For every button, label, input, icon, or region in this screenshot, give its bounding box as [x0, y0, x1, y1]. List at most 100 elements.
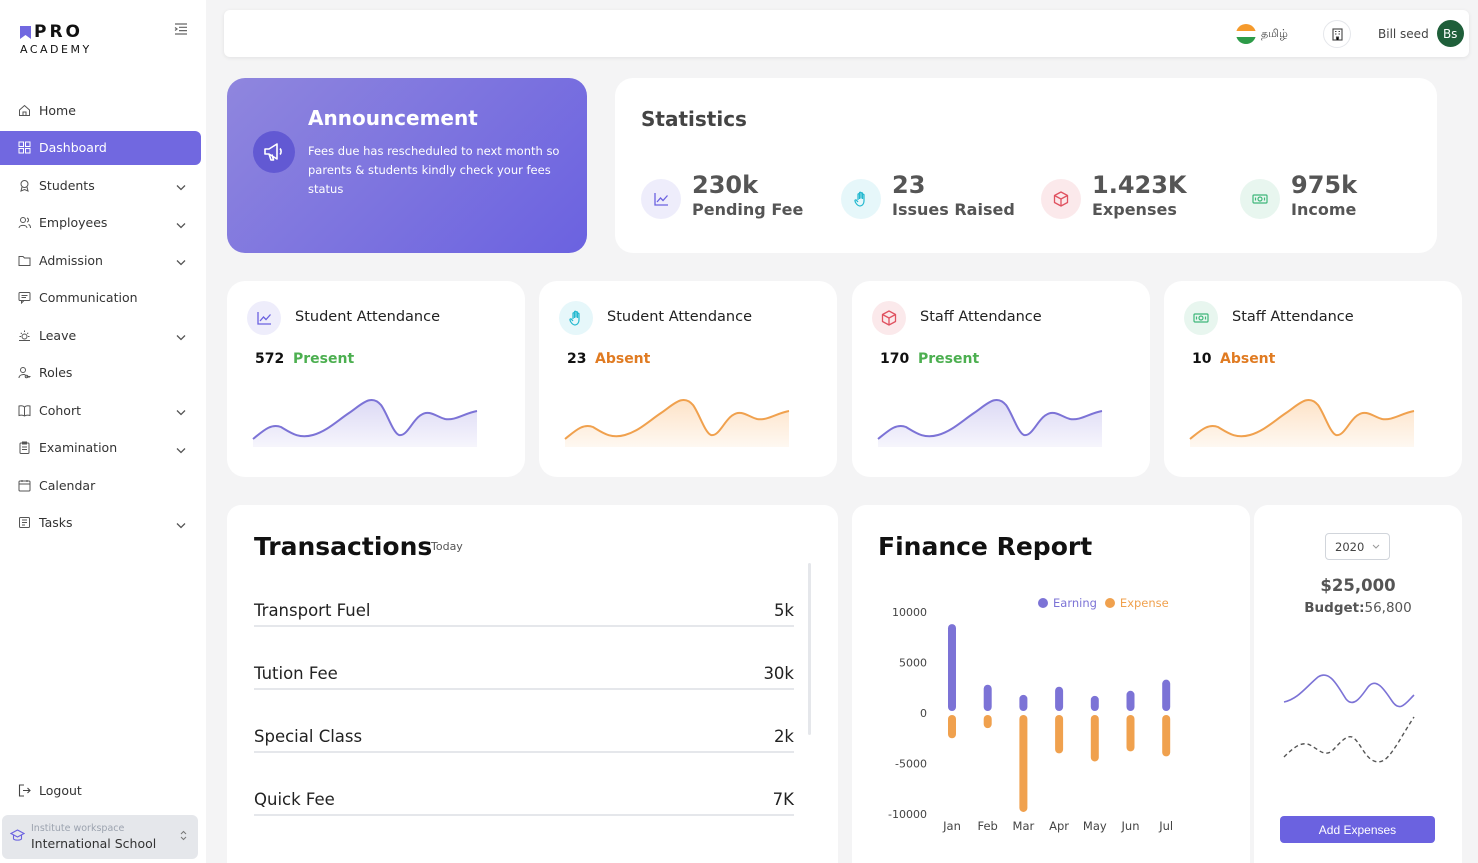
- chart-legend: Earning Expense: [1038, 596, 1177, 610]
- sidebar-item-admission[interactable]: Admission: [0, 243, 206, 277]
- legend-dot: [1104, 598, 1115, 608]
- bar-earning-jun[interactable]: [1126, 690, 1135, 711]
- bar-earning-apr[interactable]: [1055, 686, 1064, 711]
- sidebar-item-label: Home: [39, 102, 76, 118]
- sidebar-nav: Home Dashboard Students Employees Admission C…: [0, 93, 206, 543]
- attendance-count: 170: [880, 351, 910, 367]
- user-name: Bill seed: [1378, 26, 1429, 41]
- attendance-card: Student Attendance 572 Present: [227, 281, 525, 477]
- chevron-down-icon[interactable]: [176, 254, 186, 266]
- sidebar-item-leave[interactable]: Leave: [0, 318, 206, 352]
- stat-value: 230k: [692, 171, 759, 199]
- bar-expense-feb[interactable]: [983, 715, 992, 729]
- language-selector[interactable]: தமிழ்: [1236, 24, 1288, 44]
- transaction-row[interactable]: Special Class 2k: [254, 727, 794, 753]
- chevron-down-icon[interactable]: [176, 329, 186, 341]
- budget-line-dashed: [1283, 716, 1415, 763]
- stat-label: Income: [1291, 200, 1357, 219]
- add-expenses-button[interactable]: Add Expenses: [1280, 816, 1435, 843]
- budget-card: 2020 $25,000 Budget:56,800 Add Expenses: [1254, 505, 1462, 863]
- sparkline-area: [565, 399, 789, 447]
- y-tick-label: -5000: [895, 758, 927, 771]
- transactions-period[interactable]: Today: [431, 540, 463, 553]
- transactions-card: Transactions Today Transport Fuel 5k Tutio…: [227, 505, 838, 863]
- year-select[interactable]: 2020: [1325, 533, 1390, 560]
- transaction-row[interactable]: Transport Fuel 5k: [254, 601, 794, 627]
- sparkline-line: [252, 399, 478, 440]
- grid-icon: [18, 141, 31, 154]
- home-icon: [18, 104, 31, 117]
- attendance-title: Staff Attendance: [920, 309, 1042, 325]
- x-tick-label: Feb: [978, 819, 998, 833]
- logout-button[interactable]: Logout: [18, 783, 82, 798]
- attendance-status: Absent: [1220, 351, 1276, 367]
- sidebar-item-tasks[interactable]: Tasks: [0, 506, 206, 540]
- finance-report-card: Finance Report Earning Expense 10000 5000 0…: [852, 505, 1250, 863]
- stat-label: Expenses: [1092, 200, 1177, 219]
- chevron-down-icon[interactable]: [176, 442, 186, 453]
- attendance-title: Student Attendance: [607, 309, 753, 325]
- sidebar-item-label: Roles: [39, 365, 73, 380]
- transaction-name: Tution Fee: [254, 664, 338, 683]
- budget-sparkline: [1283, 674, 1415, 763]
- task-icon: [18, 516, 31, 529]
- bar-expense-may[interactable]: [1090, 715, 1099, 762]
- sidebar-item-roles[interactable]: Roles: [0, 356, 206, 390]
- workspace-switcher[interactable]: Institute workspace International School: [2, 815, 198, 859]
- legend-dot: [1038, 598, 1048, 608]
- cash-icon: [1240, 179, 1280, 219]
- workspace-name: International School: [31, 836, 157, 851]
- bar-expense-mar[interactable]: [1019, 715, 1028, 812]
- sidebar-item-employees[interactable]: Employees: [0, 206, 206, 240]
- building-button[interactable]: [1323, 20, 1351, 48]
- statistics-card: Statistics 230k Pending Fee 23 Issues Raise…: [615, 78, 1437, 253]
- chevron-down-icon[interactable]: [176, 404, 186, 416]
- sidebar-item-label: Examination: [39, 440, 118, 455]
- bar-earning-jul[interactable]: [1162, 679, 1171, 711]
- attendance-card: Student Attendance 23 Absent: [539, 281, 837, 477]
- sidebar-item-label: Students: [39, 177, 95, 193]
- chevron-down-icon[interactable]: [176, 517, 186, 528]
- sidebar-item-calendar[interactable]: Calendar: [0, 468, 206, 502]
- bar-earning-feb[interactable]: [983, 684, 992, 711]
- bar-earning-may[interactable]: [1090, 695, 1099, 711]
- transaction-row[interactable]: Tution Fee 30k: [254, 664, 794, 690]
- bar-expense-jan[interactable]: [948, 715, 956, 739]
- sidebar-item-label: Employees: [39, 215, 108, 230]
- bar-earning-jan[interactable]: [948, 624, 956, 711]
- transactions-scrollbar[interactable]: [808, 563, 811, 735]
- menu-collapse-icon[interactable]: [174, 20, 190, 35]
- users-icon: [18, 216, 31, 229]
- finance-title: Finance Report: [878, 532, 1093, 561]
- transaction-row[interactable]: Quick Fee 7K: [254, 790, 794, 816]
- graduation-cap-icon: [10, 829, 25, 841]
- sidebar-item-cohort[interactable]: Cohort: [0, 393, 206, 427]
- legend-item-earning[interactable]: Earning: [1038, 596, 1097, 610]
- chevron-down-icon[interactable]: [176, 179, 186, 191]
- y-tick-label: 0: [920, 707, 927, 720]
- user-menu[interactable]: Bill seed Bs: [1378, 20, 1464, 47]
- chevron-down-icon[interactable]: [176, 217, 186, 228]
- transaction-amount: 7K: [772, 790, 794, 809]
- attendance-count: 572: [255, 351, 285, 367]
- budget-line: Budget:56,800: [1254, 600, 1462, 616]
- budget-value: 56,800: [1364, 600, 1412, 616]
- bar-expense-jul[interactable]: [1162, 715, 1171, 757]
- attendance-sparkline: [1189, 399, 1415, 447]
- sidebar-item-dashboard[interactable]: Dashboard: [0, 130, 201, 165]
- sidebar-item-examination[interactable]: Examination: [0, 431, 206, 465]
- transactions-title: Transactions: [254, 532, 433, 561]
- attendance-sparkline: [877, 399, 1103, 447]
- sidebar-item-home[interactable]: Home: [0, 93, 206, 127]
- bar-expense-jun[interactable]: [1126, 715, 1135, 752]
- top-header: தமிழ் Bill seed Bs: [224, 10, 1469, 57]
- transaction-name: Special Class: [254, 727, 363, 746]
- bar-expense-apr[interactable]: [1055, 715, 1064, 754]
- legend-item-expense[interactable]: Expense: [1104, 596, 1169, 610]
- sparkline-line: [877, 399, 1103, 440]
- logo[interactable]: PRO ACADEMY: [20, 22, 92, 56]
- chat-icon: [18, 291, 31, 304]
- sidebar-item-communication[interactable]: Communication: [0, 281, 206, 315]
- bar-earning-mar[interactable]: [1019, 694, 1028, 711]
- sidebar-item-students[interactable]: Students: [0, 168, 206, 202]
